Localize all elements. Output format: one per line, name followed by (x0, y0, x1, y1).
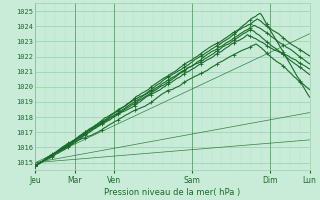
X-axis label: Pression niveau de la mer( hPa ): Pression niveau de la mer( hPa ) (104, 188, 241, 197)
